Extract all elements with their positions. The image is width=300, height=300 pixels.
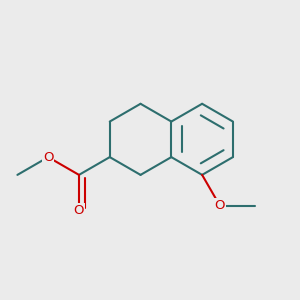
Text: O: O xyxy=(74,204,84,217)
Text: O: O xyxy=(214,199,225,212)
Text: O: O xyxy=(43,151,53,164)
